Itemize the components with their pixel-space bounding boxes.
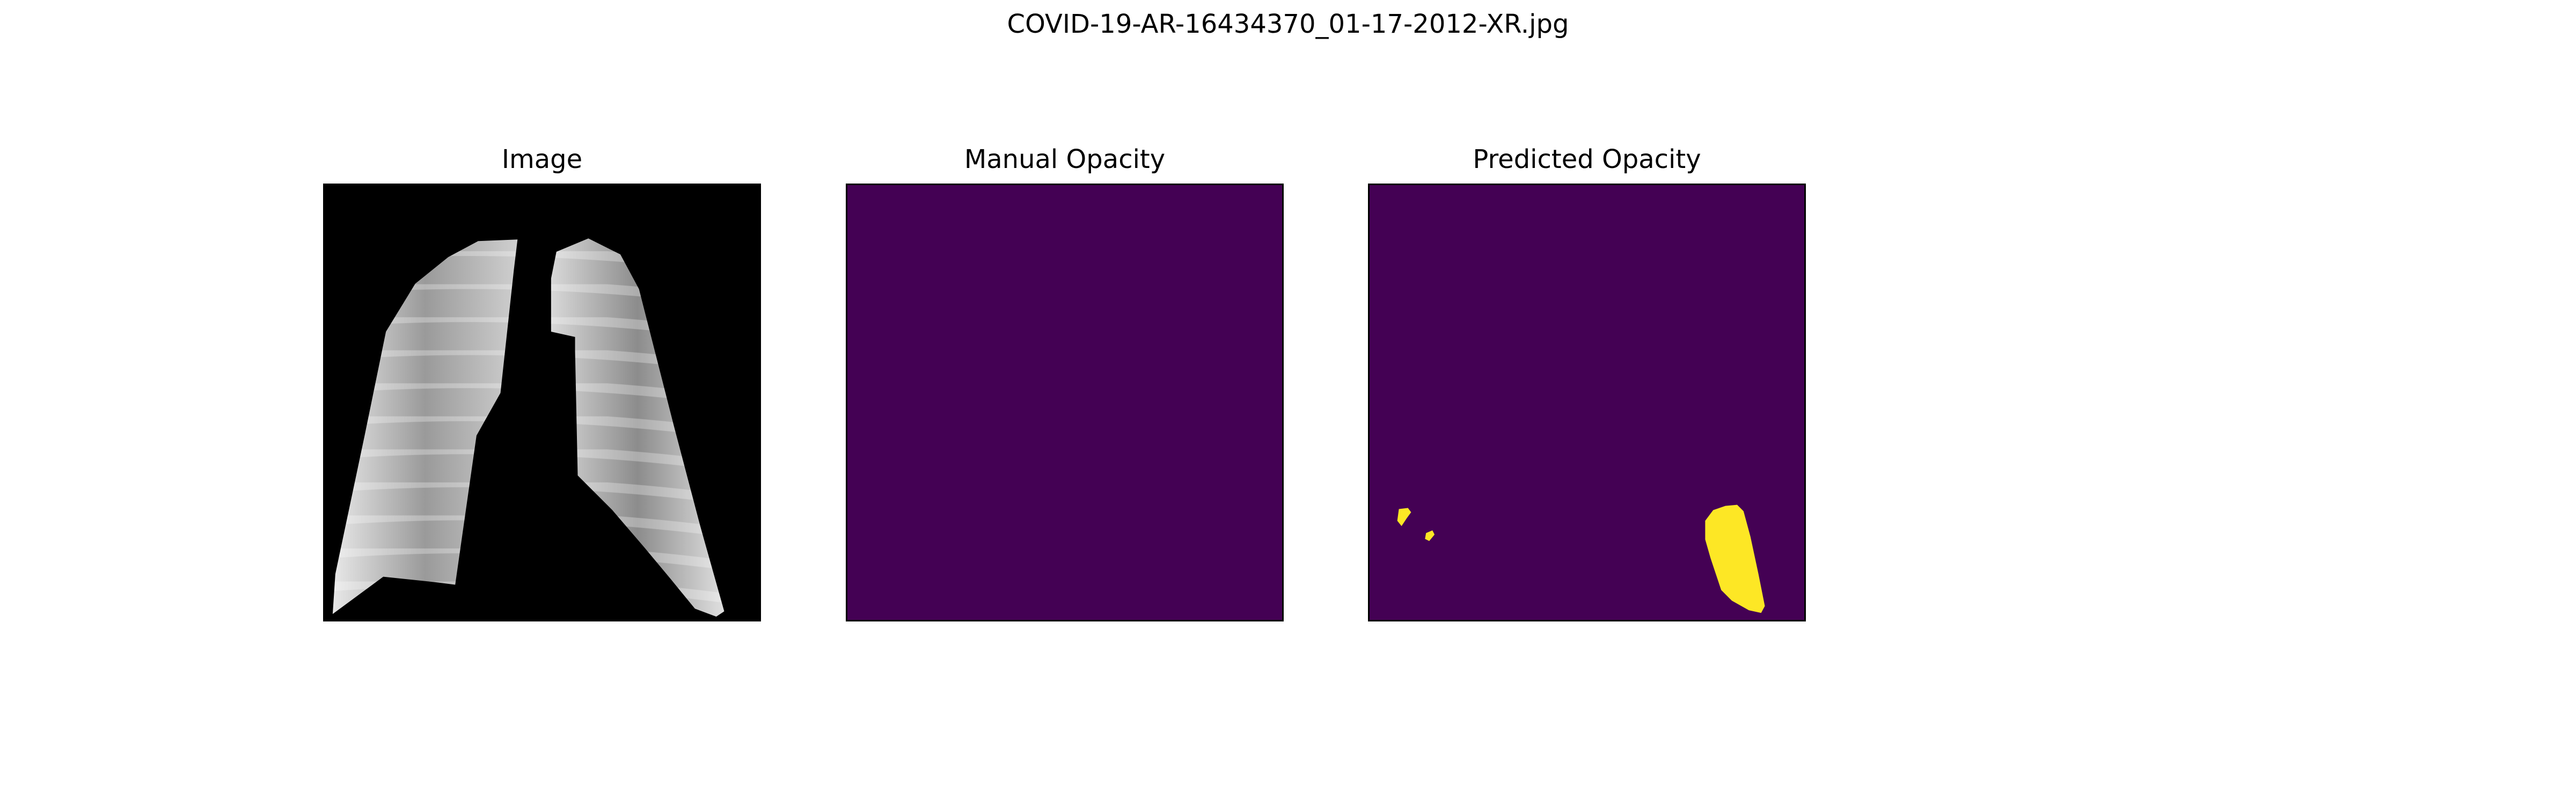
opacity-region-small-1	[1397, 508, 1411, 526]
manual-opacity-mask	[846, 184, 1284, 621]
panel-title-predicted-opacity: Predicted Opacity	[1473, 144, 1701, 174]
predicted-opacity-mask	[1368, 184, 1806, 621]
panel-title-image: Image	[501, 144, 583, 174]
opacity-region-small-2	[1425, 530, 1435, 541]
opacity-region-large	[1705, 504, 1765, 613]
figure-title: COVID-19-AR-16434370_01-17-2012-XR.jpg	[1007, 9, 1569, 39]
xray-image-panel	[323, 184, 761, 621]
panel-title-manual-opacity: Manual Opacity	[964, 144, 1166, 174]
xray-image	[332, 238, 724, 617]
